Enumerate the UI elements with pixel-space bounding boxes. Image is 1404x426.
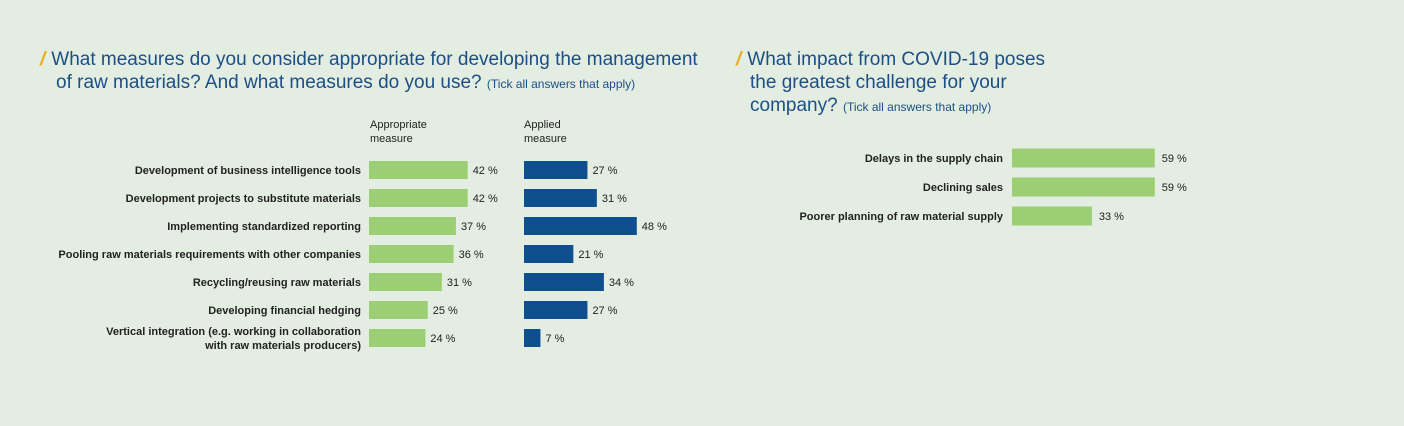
title-slash-mark: / [40, 49, 46, 70]
category-label: Vertical integration (e.g. working in co… [106, 326, 361, 352]
applied-bar [524, 245, 574, 263]
category-label: Poorer planning of raw material supply [799, 211, 1003, 223]
category-label: Developing financial hedging [208, 305, 361, 317]
right-title-line3: company? [750, 95, 838, 116]
applied-value-label: 7 % [545, 333, 564, 345]
applied-bar [524, 189, 597, 207]
legend-applied: Applied measure [524, 119, 567, 145]
impact-bar [1012, 148, 1155, 168]
appropriate-value-label: 36 % [459, 249, 484, 261]
right-chart-title: / What impact from COVID-19 poses the gre… [736, 48, 1336, 119]
appropriate-bar [369, 161, 468, 179]
applied-bar [524, 329, 541, 347]
category-label: Development of business intelligence too… [135, 165, 361, 177]
applied-value-label: 34 % [609, 277, 634, 289]
appropriate-bar [369, 301, 428, 319]
impact-value-label: 59 % [1162, 182, 1187, 194]
right-chart-panel: / What impact from COVID-19 poses the gre… [720, 0, 1404, 426]
applied-value-label: 31 % [602, 193, 627, 205]
left-title-line2: of raw materials? And what measures do y… [56, 72, 482, 93]
impact-bar [1012, 177, 1155, 197]
appropriate-value-label: 42 % [473, 165, 498, 177]
applied-value-label: 21 % [578, 249, 603, 261]
appropriate-value-label: 42 % [473, 193, 498, 205]
left-title-note: (Tick all answers that apply) [486, 77, 636, 91]
appropriate-bar [369, 329, 426, 347]
appropriate-bar [369, 189, 468, 207]
right-title-line2: the greatest challenge for your [750, 72, 1007, 93]
right-bar-chart: Delays in the supply chain 59 % Declining … [799, 148, 1187, 226]
title-slash-mark: / [736, 49, 742, 70]
applied-bar [524, 301, 588, 319]
category-label: Delays in the supply chain [865, 153, 1003, 165]
category-label: Declining sales [923, 182, 1003, 194]
appropriate-bar [369, 273, 442, 291]
right-title-note: (Tick all answers that apply) [842, 100, 992, 114]
impact-value-label: 33 % [1099, 211, 1124, 223]
applied-bar [524, 273, 604, 291]
applied-bar [524, 161, 588, 179]
left-title-line1: What measures do you consider appropriat… [51, 49, 698, 70]
appropriate-value-label: 25 % [433, 305, 458, 317]
appropriate-bar [369, 217, 456, 235]
impact-value-label: 59 % [1162, 153, 1187, 165]
category-label: Pooling raw materials requirements with … [58, 249, 361, 261]
category-label: Recycling/reusing raw materials [193, 277, 361, 289]
left-chart-panel: / What measures do you consider appropria… [0, 0, 700, 426]
appropriate-value-label: 31 % [447, 277, 472, 289]
impact-bar [1012, 206, 1092, 226]
applied-value-label: 48 % [642, 221, 667, 233]
right-title-line1: What impact from COVID-19 poses [747, 49, 1046, 70]
legend-appropriate: Appropriate measure [370, 119, 427, 145]
appropriate-bar [369, 245, 454, 263]
applied-value-label: 27 % [592, 165, 617, 177]
appropriate-value-label: 24 % [430, 333, 455, 345]
applied-value-label: 27 % [592, 305, 617, 317]
category-label: Development projects to substitute mater… [126, 193, 361, 205]
appropriate-value-label: 37 % [461, 221, 486, 233]
applied-bar [524, 217, 637, 235]
category-label: Implementing standardized reporting [167, 221, 361, 233]
left-chart-title: / What measures do you consider appropria… [40, 48, 720, 96]
left-bar-chart: Development of business intelligence too… [58, 161, 667, 352]
